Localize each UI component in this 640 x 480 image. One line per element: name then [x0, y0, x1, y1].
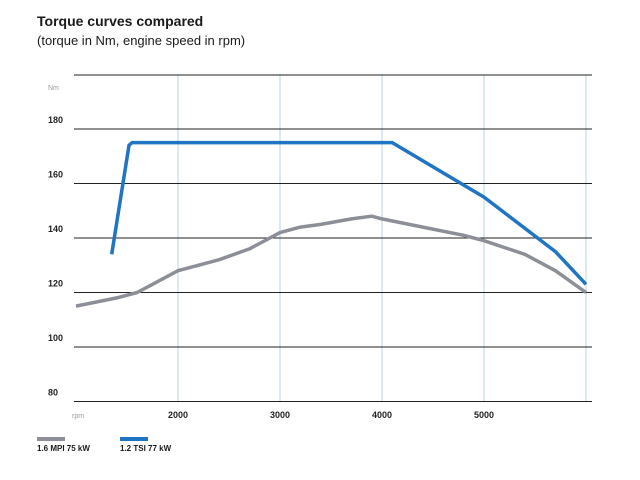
- y-tick-label-140: 140: [48, 224, 63, 234]
- horizontal-grid: [74, 74, 592, 402]
- y-axis-unit: Nm: [48, 85, 59, 92]
- chart-title: Torque curves compared: [37, 13, 204, 29]
- legend-item-mpi: 1.6 MPI 75 kW: [37, 437, 90, 453]
- legend-swatch-tsi: [120, 437, 148, 441]
- chart-subtitle: (torque in Nm, engine speed in rpm): [37, 33, 246, 48]
- y-tick-label-160: 160: [48, 170, 63, 180]
- y-tick-label-180: 180: [48, 115, 63, 125]
- legend-swatch-mpi: [37, 437, 65, 441]
- y-tick-label-80: 80: [48, 388, 58, 398]
- y-tick-label-120: 120: [48, 279, 63, 289]
- x-axis-unit: rpm: [72, 413, 84, 420]
- x-tick-label-4000: 4000: [372, 410, 392, 420]
- x-tick-label-5000: 5000: [474, 410, 494, 420]
- x-tick-label-3000: 3000: [270, 410, 290, 420]
- legend-label-mpi: 1.6 MPI 75 kW: [37, 444, 90, 453]
- series-line-0: [75, 214, 588, 308]
- y-tick-label-100: 100: [48, 333, 63, 343]
- legend-label-tsi: 1.2 TSI 77 kW: [120, 444, 172, 453]
- axis-labels: Nm rpm 80 100 120 140 160 180 2000 3000 4000 5000: [48, 85, 494, 420]
- x-tick-label-2000: 2000: [168, 410, 188, 420]
- series-line-1: [109, 140, 588, 286]
- legend-item-tsi: 1.2 TSI 77 kW: [120, 437, 171, 453]
- series-layer: [75, 140, 588, 308]
